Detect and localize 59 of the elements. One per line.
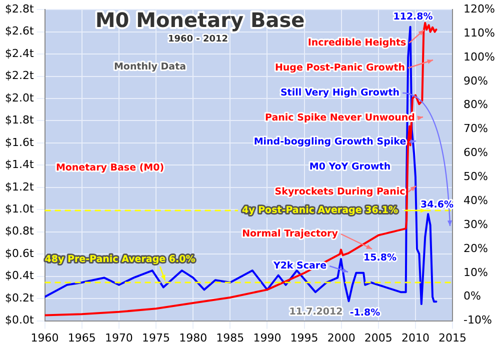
y2-tick-label: 20% xyxy=(464,242,488,255)
y2-tick-label: 50% xyxy=(464,170,488,184)
annotation: 11.7.2012 xyxy=(289,306,343,318)
ref-line-label: 4y Post-Panic Average 36.1% xyxy=(242,204,399,216)
x-tick-label: 1965 xyxy=(68,331,96,344)
text: Monetary Base (M0) xyxy=(56,162,164,174)
y2-tick-label: 110% xyxy=(464,26,496,40)
y-tick-label: $1.4t xyxy=(4,158,34,172)
x-tick-label: 2000 xyxy=(327,331,356,344)
x-tick-label: 2015 xyxy=(438,331,467,344)
y-tick-label: $0.4t xyxy=(4,269,34,282)
annotation: Incredible Heights xyxy=(308,37,407,48)
y-tick-label: $2.6t xyxy=(4,24,34,38)
y-tick-label: $2.4t xyxy=(4,46,34,60)
annotation: 34.6% xyxy=(420,199,454,210)
text: 1960 - 2012 xyxy=(168,34,228,44)
x-tick-label: 1985 xyxy=(216,331,244,344)
y2-tick-label: 80% xyxy=(464,98,488,112)
annotation: 112.8% xyxy=(393,11,434,22)
x-tick-label: 1960 xyxy=(30,331,59,344)
x-tick-label: 2005 xyxy=(364,331,392,344)
x-tick-label: 1970 xyxy=(104,331,133,344)
annotation: Normal Trajectory xyxy=(242,228,339,240)
y2-tick-label: 60% xyxy=(464,146,488,160)
y-tick-label: $0.8t xyxy=(4,224,34,238)
y-tick-label: $1.2t xyxy=(4,180,34,194)
annotation: -1.8% xyxy=(350,307,381,318)
x-tick-label: 1995 xyxy=(290,331,318,344)
x-tick-label: 1990 xyxy=(253,331,282,344)
x-tick-label: 1975 xyxy=(142,331,170,344)
chart-title: M0 Monetary Base xyxy=(95,8,305,32)
y-tick-label: $0.0t xyxy=(4,314,34,327)
x-tick-label: 1980 xyxy=(179,331,208,344)
ref-line-label: 48y Pre-Panic Average 6.0% xyxy=(44,254,196,265)
y-tick-label: $2.2t xyxy=(4,69,34,82)
annotation: Still Very High Growth xyxy=(280,87,400,98)
y-tick-label: $1.6t xyxy=(4,136,34,149)
y-tick-label: $2.8t xyxy=(4,2,34,16)
annotation: 15.8% xyxy=(364,252,397,264)
y2-tick-label: 0% xyxy=(464,290,482,303)
y-tick-label: $0.6t xyxy=(4,246,34,260)
y-tick-label: $2.0t xyxy=(4,91,34,104)
series-label: M0 YoY Growth xyxy=(309,161,391,172)
y2-tick-label: -10% xyxy=(464,314,492,327)
y-tick-label: $0.2t xyxy=(4,291,34,304)
y-tick-label: $1.8t xyxy=(4,114,34,127)
y-tick-label: $1.0t xyxy=(4,202,34,216)
y2-tick-label: 30% xyxy=(464,218,488,231)
annotation: Huge Post-Panic Growth xyxy=(274,62,406,74)
y2-tick-label: 90% xyxy=(464,74,488,88)
y2-tick-label: 70% xyxy=(464,122,488,136)
annotation: Monthly Data xyxy=(114,61,186,72)
annotation: Mind-boggling Growth Spike xyxy=(254,136,406,148)
y2-tick-label: 10% xyxy=(464,266,488,279)
annotation: Skyrockets During Panic xyxy=(274,186,406,198)
y2-tick-label: 40% xyxy=(464,194,488,207)
y2-tick-label: 100% xyxy=(464,50,496,64)
x-tick-label: 2010 xyxy=(401,331,430,344)
y2-tick-label: 120% xyxy=(464,2,496,16)
